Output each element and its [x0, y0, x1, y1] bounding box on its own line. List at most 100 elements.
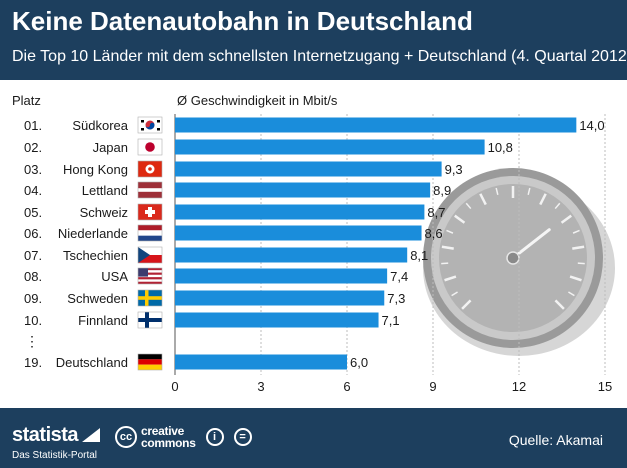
value-label: 8,9 [433, 183, 451, 198]
category-label: Finnland [78, 313, 128, 328]
rank-label: 04. [24, 183, 42, 198]
chart-title: Keine Datenautobahn in Deutschland [12, 6, 473, 36]
gauge-tick [495, 187, 499, 195]
bar [175, 139, 485, 155]
gauge-tick [454, 214, 466, 224]
gauge-hub [506, 251, 520, 265]
cc-wordmark: creative commons [141, 425, 196, 449]
gauge-tick [572, 245, 585, 250]
value-label: 7,1 [382, 313, 400, 328]
gauge-tick [569, 275, 582, 282]
south-korea-flag-icon [137, 116, 163, 134]
speedometer-illustration [423, 168, 615, 356]
bar [175, 354, 347, 370]
x-tick-label: 15 [598, 379, 612, 394]
bar [175, 161, 442, 177]
gauge-tick [451, 291, 458, 297]
brand-tagline: Das Statistik-Portal [12, 450, 98, 461]
creative-commons-logo[interactable]: cc creative commons i = [115, 425, 252, 449]
gauge-tick [465, 202, 472, 210]
value-label: 7,4 [390, 269, 408, 284]
gauge-tick [568, 291, 575, 297]
gauge-tick [441, 262, 449, 265]
gauge-tick [560, 214, 572, 224]
finland-flag-icon [137, 311, 163, 329]
footer-banner: statista Das Statistik-Portal cc creativ… [0, 408, 627, 468]
x-tick-label: 6 [343, 379, 350, 394]
category-label: Hong Kong [63, 162, 128, 177]
value-header: Ø Geschwindigkeit in Mbit/s [177, 93, 338, 108]
cc-word-creative: creative [141, 424, 184, 438]
rank-label: 09. [24, 291, 42, 306]
rank-header: Platz [12, 93, 41, 108]
gauge-tick [539, 193, 547, 206]
germany-flag-icon [137, 353, 163, 371]
gauge-tick [444, 275, 457, 282]
rank-label: 10. [24, 313, 42, 328]
category-label: Lettland [82, 183, 128, 198]
header-banner: Keine Datenautobahn in Deutschland Die T… [0, 0, 627, 80]
chart-area: Platz Ø Geschwindigkeit in Mbit/s 0 3 6 9 12 15… [0, 80, 627, 408]
category-label: Schweiz [80, 205, 128, 220]
cc-word-commons: commons [141, 436, 196, 450]
usa-flag-icon [137, 267, 163, 285]
czech-republic-flag-icon [137, 246, 163, 264]
value-label: 6,0 [350, 355, 368, 370]
rank-label: 06. [24, 226, 42, 241]
gauge-needle [511, 228, 551, 260]
value-label: 9,3 [445, 162, 463, 177]
category-label: Deutschland [56, 355, 128, 370]
attribution-icon: i [205, 428, 224, 446]
category-label: USA [101, 269, 128, 284]
bar [175, 247, 408, 263]
value-label: 10,8 [488, 140, 513, 155]
gauge-tick [572, 229, 580, 234]
rank-label: 03. [24, 162, 42, 177]
rank-label: 08. [24, 269, 42, 284]
category-label: Niederlande [58, 226, 128, 241]
rank-label: 01. [24, 118, 42, 133]
x-tick-label: 0 [171, 379, 178, 394]
chart-subtitle: Die Top 10 Länder mit dem schnellsten In… [12, 48, 627, 65]
category-label: Japan [93, 140, 128, 155]
brand-text: statista [12, 424, 79, 446]
gauge-tick [461, 299, 472, 310]
gauge-tick [554, 299, 565, 310]
bar [175, 290, 385, 306]
no-derivatives-icon: = [233, 428, 252, 446]
gauge-tick [527, 187, 531, 195]
hong-kong-flag-icon [137, 160, 163, 178]
statista-logo[interactable]: statista [12, 424, 101, 447]
cc-icon: cc [115, 426, 137, 448]
netherlands-flag-icon [137, 224, 163, 242]
bar [175, 204, 425, 220]
bar [175, 312, 379, 328]
rank-label: 07. [24, 248, 42, 263]
gauge-tick [577, 262, 585, 265]
category-label: Tschechien [63, 248, 128, 263]
gauge-tick [554, 202, 561, 210]
gauge-tick [441, 245, 454, 250]
statista-flag-icon [82, 428, 101, 442]
rank-label: 19. [24, 355, 42, 370]
switzerland-flag-icon [137, 203, 163, 221]
bar-chart: Platz Ø Geschwindigkeit in Mbit/s 0 3 6 9 12 15… [12, 93, 615, 394]
category-label: Südkorea [72, 118, 128, 133]
bar [175, 268, 388, 284]
bar [175, 117, 577, 133]
source-note: Quelle: Akamai [508, 432, 603, 448]
sweden-flag-icon [137, 289, 163, 307]
x-tick-label: 12 [512, 379, 526, 394]
rank-label: 02. [24, 140, 42, 155]
value-label: 14,0 [579, 118, 604, 133]
value-label: 8,7 [427, 205, 445, 220]
gauge-tick [446, 229, 454, 234]
value-label: 7,3 [387, 291, 405, 306]
value-label: 8,1 [410, 248, 428, 263]
gauge-tick [479, 193, 487, 206]
bar [175, 225, 422, 241]
latvia-flag-icon [137, 181, 163, 199]
x-tick-label: 9 [429, 379, 436, 394]
category-label: Schweden [67, 291, 128, 306]
